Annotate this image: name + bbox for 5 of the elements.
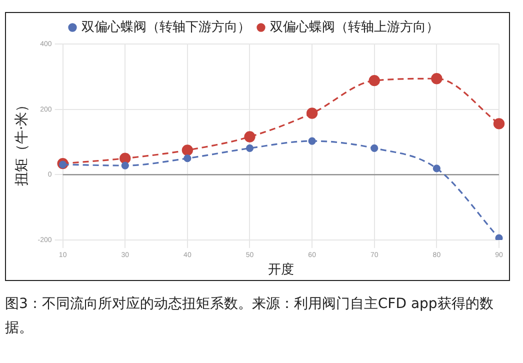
legend-label: 双偏心蝶阀（转轴下游方向） [82,18,250,35]
legend-label: 双偏心蝶阀（转轴上游方向） [270,18,439,35]
x-axis-title: 开度 [268,262,294,278]
y-axis-title: 扭矩（牛·米） [14,98,30,186]
caption: 图3：不同流向所对应的动态扭矩系数。来源：利用阀门自主CFD app获得的数据。 [5,295,494,338]
